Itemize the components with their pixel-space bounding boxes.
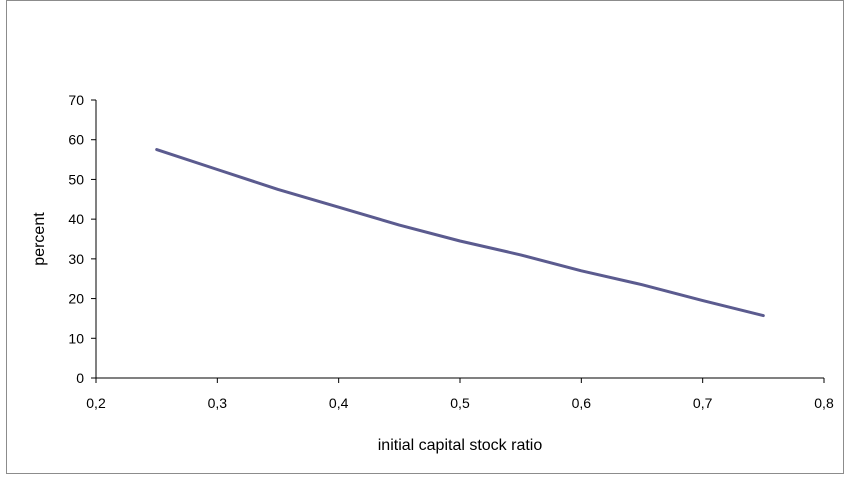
y-tick-label: 10 xyxy=(68,330,84,346)
y-tick-label: 60 xyxy=(68,132,84,148)
x-tick-label: 0,4 xyxy=(329,395,349,411)
y-tick-label: 0 xyxy=(76,370,84,386)
y-tick-label: 50 xyxy=(68,171,84,187)
x-tick-label: 0,3 xyxy=(208,395,228,411)
series-line xyxy=(155,148,765,318)
x-axis: 0,2 0,3 0,4 0,5 0,6 0,7 0,8 xyxy=(86,377,834,411)
x-axis-title: initial capital stock ratio xyxy=(378,437,543,454)
y-tick-label: 70 xyxy=(68,92,84,108)
y-axis-title: percent xyxy=(31,212,48,266)
x-tick-label: 0,8 xyxy=(814,395,834,411)
y-axis: 0 10 20 30 40 50 60 70 xyxy=(68,92,97,386)
y-tick-label: 30 xyxy=(68,251,84,267)
x-tick-label: 0,6 xyxy=(572,395,592,411)
y-tick-label: 20 xyxy=(68,291,84,307)
x-tick-label: 0,2 xyxy=(86,395,106,411)
chart-frame xyxy=(6,0,844,474)
x-tick-label: 0,7 xyxy=(693,395,713,411)
x-tick-label: 0,5 xyxy=(450,395,470,411)
y-tick-label: 40 xyxy=(68,211,84,227)
series-layer xyxy=(155,148,765,318)
